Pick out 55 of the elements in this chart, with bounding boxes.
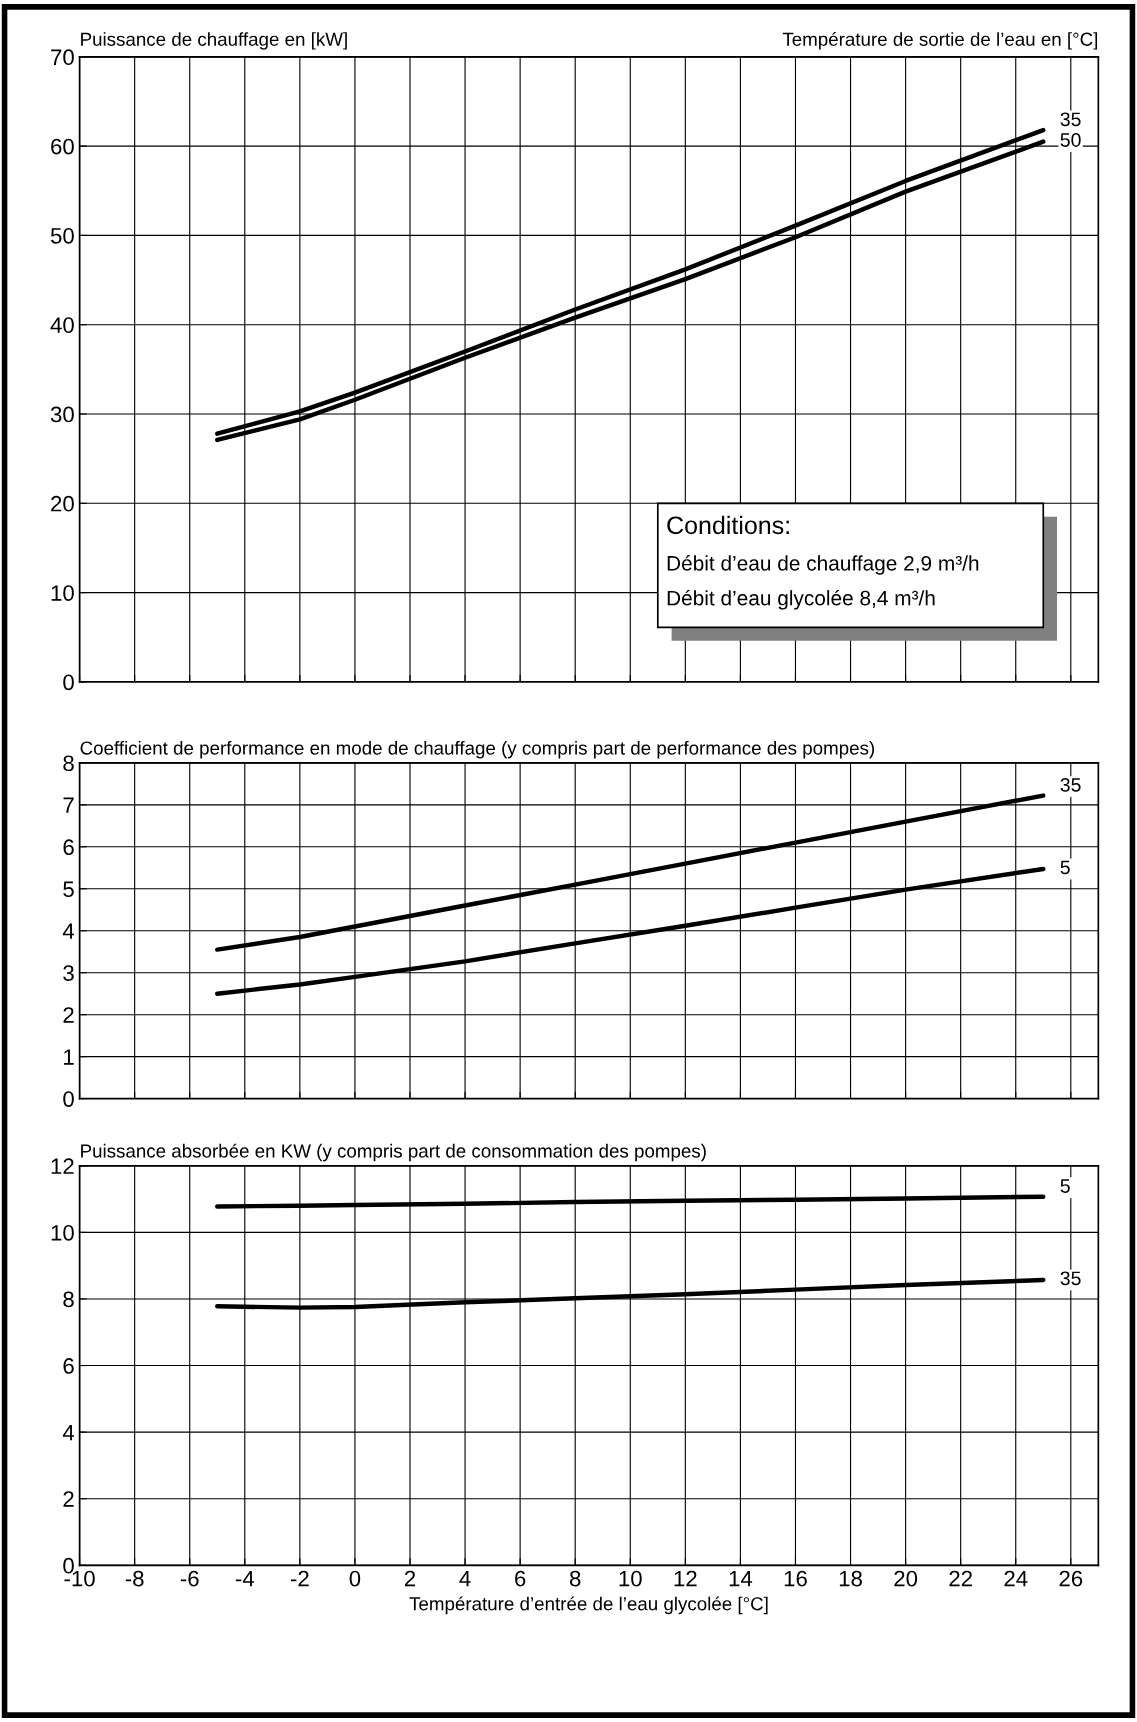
y-tick-label: 10 [51, 1224, 74, 1241]
y-tick-label: 6 [63, 839, 74, 856]
annotation: Débit d’eau glycolée 8,4 m³/h [667, 589, 935, 610]
y-tick-label: 0 [63, 1091, 74, 1107]
y-tick-label: 40 [50, 317, 74, 333]
series-label: 35 [1060, 112, 1081, 127]
x-tick-label: -8 [125, 1570, 144, 1587]
y-tick-label: 0 [63, 674, 74, 691]
y-tick-label: 4 [62, 923, 75, 939]
chart-title: Puissance de chauffage en [kW] [81, 32, 347, 50]
y-tick-label: 10 [51, 585, 74, 601]
y-tick-label: 7 [63, 797, 74, 813]
x-tick-label: 18 [839, 1570, 862, 1587]
x-tick-label: 16 [784, 1570, 807, 1587]
y-tick-label: 3 [63, 965, 74, 981]
y-tick-label: 60 [51, 138, 74, 155]
y-tick-label: 2 [63, 1491, 74, 1507]
y-tick-label: 20 [51, 495, 74, 512]
x-axis-title: Température d’entrée de l’eau glycolée [°C] [409, 1596, 768, 1615]
series-label: 5 [1060, 1179, 1070, 1193]
x-tick-label: 6 [515, 1570, 526, 1587]
x-tick-label: 4 [459, 1570, 471, 1587]
y-tick-label: 2 [63, 1007, 74, 1023]
y-tick-label: 6 [63, 1358, 74, 1374]
series-label: 5 [1060, 860, 1070, 875]
x-tick-label: 8 [569, 1570, 581, 1587]
y-tick-label: 5 [63, 881, 74, 898]
x-tick-label: 0 [349, 1570, 361, 1587]
series-label: 35 [1060, 777, 1081, 792]
y-tick-label: 8 [63, 1291, 74, 1308]
y-tick-label: 4 [62, 1424, 75, 1441]
legend-title: Température de sortie de l’eau en [°C] [782, 31, 1098, 50]
x-tick-label: 22 [949, 1570, 972, 1587]
x-tick-label: -4 [235, 1570, 255, 1587]
x-tick-label: 2 [404, 1570, 416, 1587]
x-tick-label: 26 [1059, 1570, 1083, 1587]
chart-title: Puissance absorbée en KW (y compris part de consommation des pompes) [81, 1143, 706, 1162]
y-tick-label: 70 [51, 49, 74, 66]
x-tick-label: 20 [894, 1570, 918, 1587]
chart-title: Coefficient de performance en mode de chauffage (y compris part de performance des pompes) [80, 740, 875, 759]
annotation: Débit d’eau de chauffage 2,9 m³/h [667, 555, 979, 575]
x-tick-label: 12 [674, 1570, 697, 1587]
series-label: 50 [1060, 133, 1081, 147]
y-tick-label: 30 [50, 406, 74, 423]
y-tick-label: 12 [51, 1158, 74, 1174]
y-tick-label: 1 [64, 1049, 74, 1065]
x-tick-label: 10 [619, 1570, 642, 1587]
x-tick-label: -2 [290, 1570, 309, 1587]
series-label: 35 [1060, 1271, 1081, 1286]
x-tick-label: -6 [180, 1570, 199, 1587]
y-tick-label: 50 [50, 227, 74, 244]
x-tick-label: 24 [1004, 1570, 1028, 1587]
y-tick-label: 8 [63, 755, 74, 772]
x-tick-label: 14 [729, 1570, 753, 1587]
annotation: Conditions: [667, 515, 789, 535]
